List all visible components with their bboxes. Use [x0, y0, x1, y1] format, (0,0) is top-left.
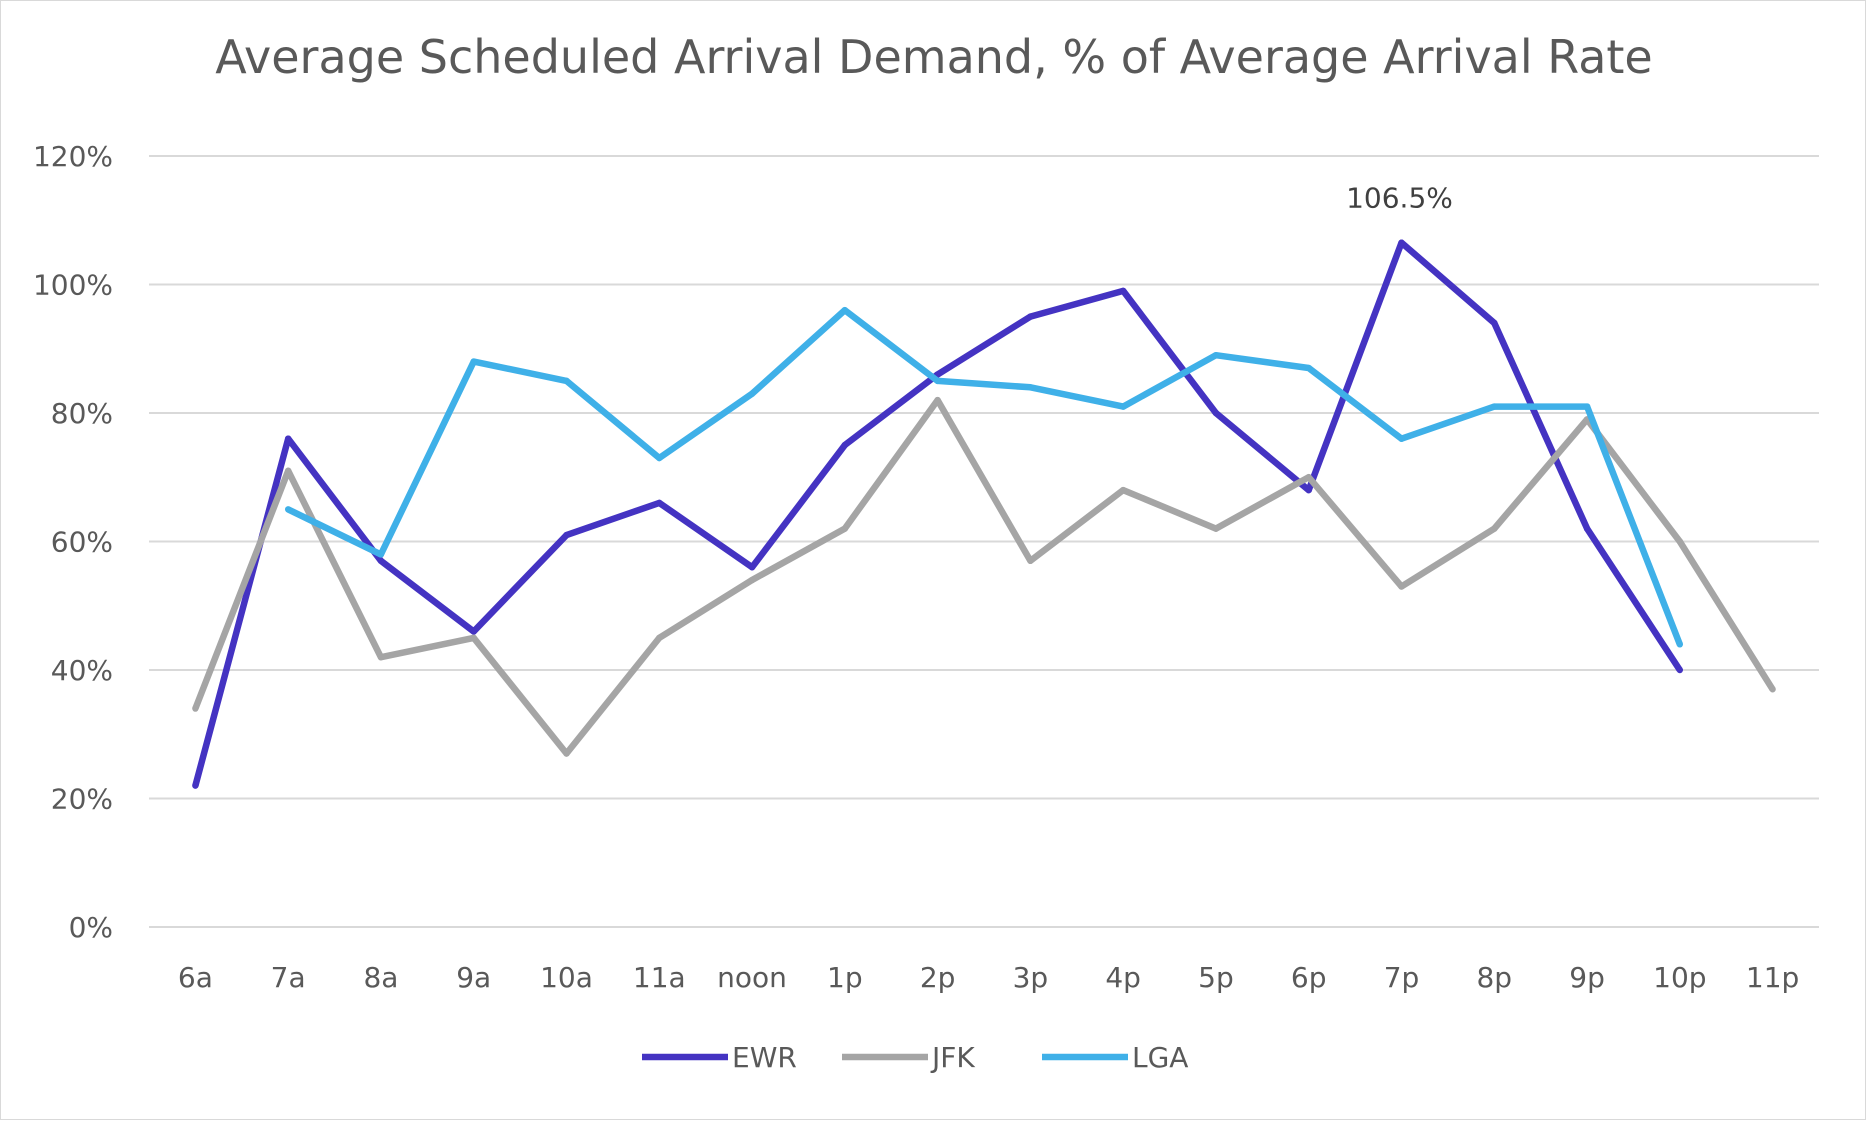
x-axis-ticks: 6a 7a 8a 9a 10a 11a noon 1p 2p 3p 4p 5p 6p 7p 8p 9p 10p 1… — [178, 961, 1799, 994]
x-tick-label: 9a — [456, 961, 491, 994]
data-point — [470, 358, 477, 365]
series-ewr — [192, 239, 1684, 789]
data-point — [1398, 435, 1405, 442]
data-point — [748, 576, 756, 584]
y-axis-ticks: 0% 20% 40% 60% 80% 100% 120% — [33, 140, 113, 944]
y-tick-label: 60% — [51, 526, 113, 559]
data-point — [1491, 525, 1498, 532]
data-point — [377, 551, 385, 558]
series-line-ewr — [192, 239, 1683, 787]
series-line-lga — [286, 306, 1683, 646]
data-point — [656, 454, 663, 462]
x-tick-label: 8a — [363, 961, 398, 994]
data-point — [563, 531, 570, 539]
data-point — [656, 634, 663, 642]
data-point — [470, 634, 477, 642]
x-tick-label: 10p — [1653, 961, 1706, 994]
x-tick-label: 5p — [1198, 961, 1234, 994]
data-point — [1212, 525, 1220, 532]
x-tick-label: 9p — [1569, 961, 1605, 994]
data-point — [841, 441, 849, 449]
data-point — [1676, 538, 1684, 545]
x-tick-label: noon — [717, 961, 787, 994]
data-point — [284, 467, 292, 475]
data-point — [284, 506, 292, 513]
data-point — [192, 705, 199, 712]
legend-item-lga: LGA — [1042, 1041, 1188, 1074]
y-tick-label: 80% — [51, 397, 113, 430]
data-point — [377, 557, 385, 564]
x-tick-label: 8p — [1476, 961, 1512, 994]
data-point — [1398, 583, 1405, 590]
x-tick-label: 1p — [827, 961, 863, 994]
data-point — [284, 435, 292, 442]
data-point — [192, 782, 199, 789]
data-point — [841, 525, 849, 532]
data-point — [1027, 557, 1034, 564]
data-point — [1305, 474, 1312, 481]
series-lga — [284, 306, 1684, 648]
x-tick-label: 4p — [1105, 961, 1141, 994]
data-point — [841, 307, 849, 314]
gridlines — [149, 155, 1819, 928]
data-point — [1305, 486, 1312, 494]
data-point — [470, 628, 477, 635]
data-point — [934, 396, 941, 404]
data-point — [563, 377, 570, 385]
y-tick-label: 0% — [69, 911, 113, 944]
data-point — [1027, 384, 1034, 391]
data-point — [1676, 641, 1684, 648]
data-point — [1583, 403, 1591, 410]
x-tick-label: 6p — [1291, 961, 1327, 994]
x-tick-label: 11p — [1746, 961, 1799, 994]
x-tick-label: 3p — [1013, 961, 1049, 994]
legend-label: LGA — [1132, 1041, 1188, 1074]
legend-label: JFK — [930, 1041, 975, 1074]
data-point — [1676, 666, 1684, 674]
y-tick-label: 20% — [51, 783, 113, 816]
chart-title: Average Scheduled Arrival Demand, % of A… — [215, 30, 1652, 84]
series-line-jfk — [192, 396, 1776, 757]
y-tick-label: 100% — [33, 269, 113, 302]
series-jfk — [192, 396, 1776, 757]
data-point — [563, 750, 570, 757]
data-point — [1119, 486, 1127, 494]
x-tick-label: 11a — [633, 961, 686, 994]
data-label: 106.5% — [1346, 182, 1453, 215]
data-point — [1119, 287, 1127, 295]
x-tick-label: 6a — [178, 961, 213, 994]
legend-item-ewr: EWR — [642, 1041, 797, 1074]
data-point — [656, 499, 663, 507]
data-point — [1305, 364, 1312, 372]
x-tick-label: 7a — [271, 961, 306, 994]
x-tick-label: 7p — [1384, 961, 1420, 994]
x-tick-label: 2p — [920, 961, 956, 994]
x-tick-label: 10a — [540, 961, 593, 994]
series-lines — [192, 239, 1776, 789]
annotations: 106.5% — [1346, 182, 1453, 215]
data-point — [1212, 409, 1220, 417]
data-point — [1583, 525, 1591, 532]
data-point — [1491, 403, 1498, 410]
data-point — [1212, 351, 1220, 359]
data-point — [1398, 239, 1405, 246]
data-point — [1119, 403, 1127, 410]
y-tick-label: 40% — [51, 654, 113, 687]
data-point — [377, 653, 385, 661]
y-tick-label: 120% — [33, 140, 113, 173]
data-point — [1491, 319, 1498, 327]
data-point — [1027, 313, 1034, 320]
data-point — [1769, 686, 1776, 693]
data-point — [934, 377, 941, 385]
data-point — [748, 564, 756, 571]
legend-item-jfk: JFK — [842, 1041, 975, 1074]
legend: EWR JFK LGA — [642, 1041, 1188, 1074]
data-point — [748, 390, 756, 397]
legend-label: EWR — [732, 1041, 797, 1074]
